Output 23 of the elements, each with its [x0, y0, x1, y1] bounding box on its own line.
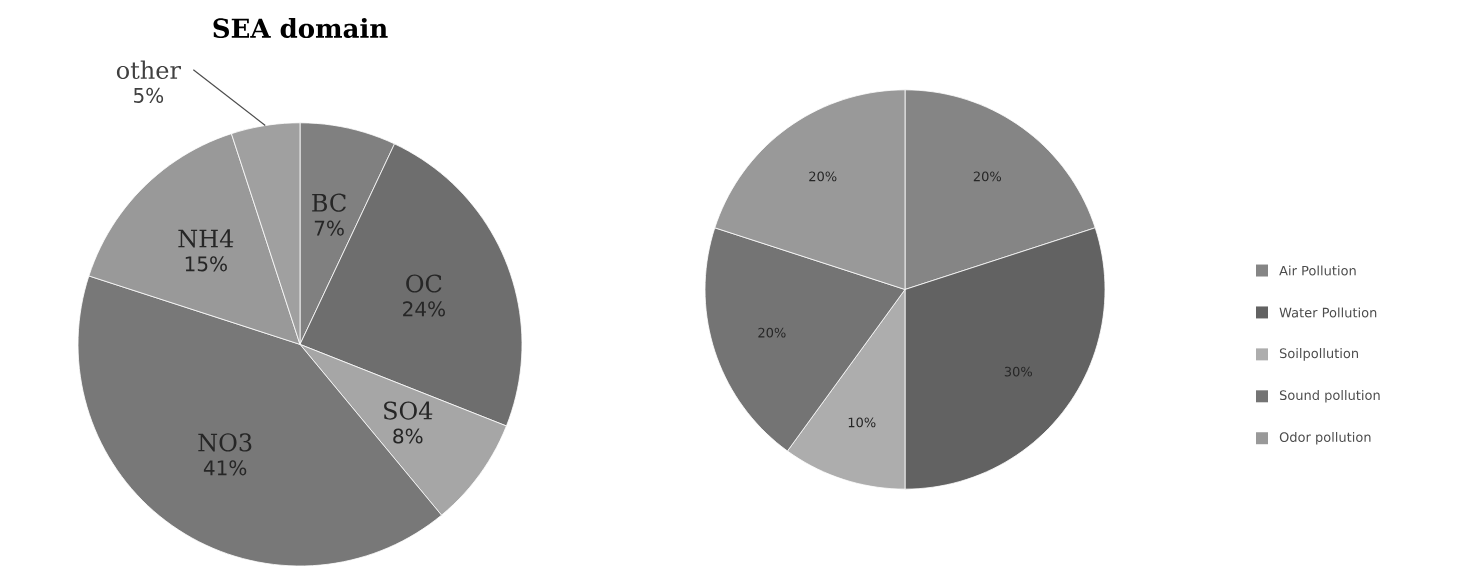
data-label: 5% — [134, 87, 164, 103]
slice-label: BC — [312, 193, 346, 212]
data-label: 20% — [809, 171, 837, 182]
data-label: 10% — [848, 417, 876, 428]
data-label: 41% — [203, 460, 247, 476]
slice-label: NO3 — [198, 433, 252, 452]
slice-label: NH4 — [178, 229, 234, 248]
legend-label: Soilpollution — [1279, 348, 1358, 361]
data-label: 15% — [185, 256, 227, 272]
chart-title: SEA domain — [213, 17, 388, 39]
legend-label: Water Pollution — [1279, 307, 1377, 318]
legend-label: Air Pollution — [1279, 265, 1356, 276]
legend-label: Sound pollution — [1279, 390, 1380, 403]
data-label: 20% — [973, 171, 1002, 182]
slice-label: other — [116, 60, 181, 80]
data-label: 8% — [393, 428, 423, 444]
data-label: 24% — [403, 301, 445, 317]
slice-label: SO4 — [384, 401, 433, 420]
legend-label: Odor pollution — [1279, 431, 1371, 445]
data-label: 30% — [1004, 366, 1032, 377]
data-label: 7% — [314, 220, 344, 236]
slice-label: OC — [406, 274, 442, 293]
data-label: 20% — [758, 327, 786, 338]
